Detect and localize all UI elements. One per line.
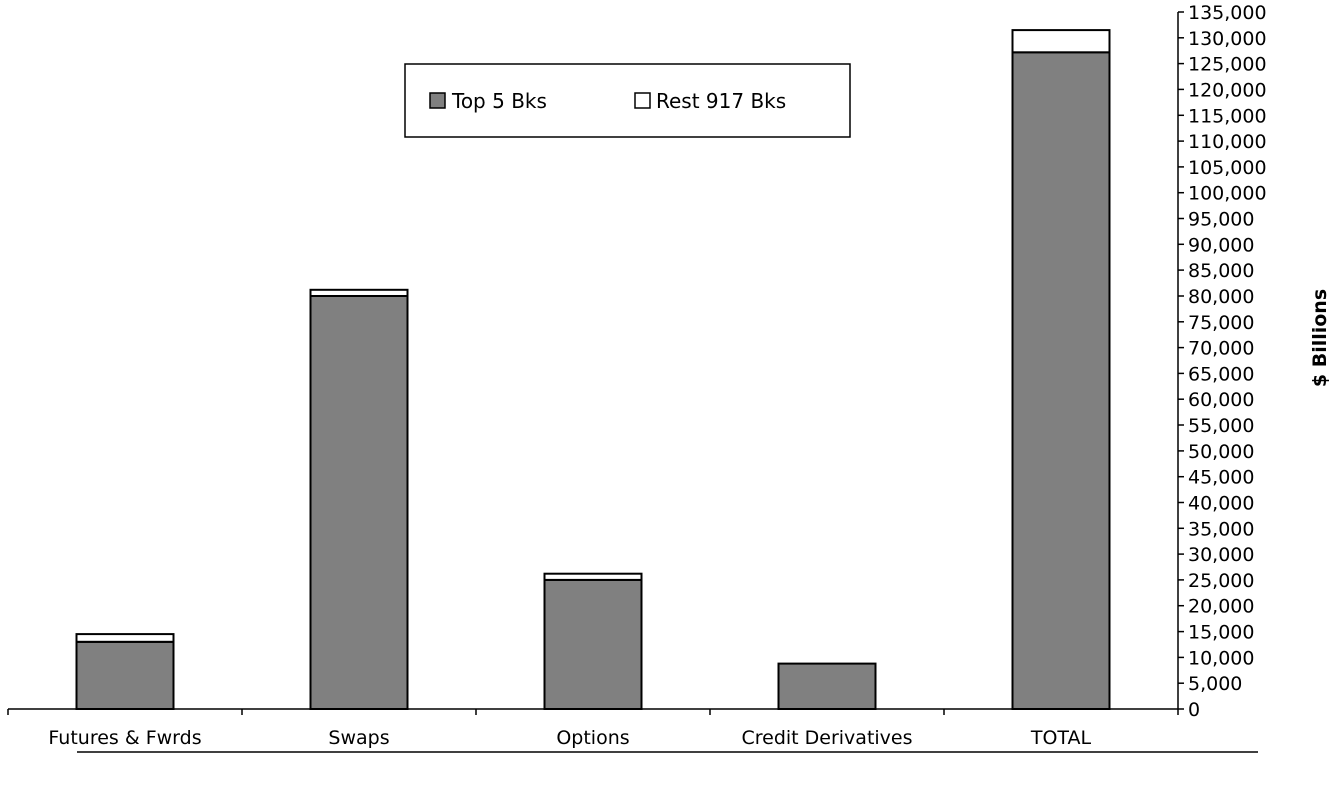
x-tick-label: Options xyxy=(556,727,629,749)
y-tick-label: 50,000 xyxy=(1188,441,1254,463)
y-tick-label: 5,000 xyxy=(1188,673,1242,695)
y-axis-title: $ Billions xyxy=(1309,289,1331,387)
y-tick-label: 80,000 xyxy=(1188,286,1254,308)
legend-swatch-rest xyxy=(634,92,651,109)
legend-label-top-5: Top 5 Bks xyxy=(451,89,547,113)
axes-layer xyxy=(7,11,1184,715)
legend: Top 5 Bks Rest 917 Bks xyxy=(404,63,851,138)
y-tick-label: 45,000 xyxy=(1188,467,1254,489)
y-tick-label: 10,000 xyxy=(1188,647,1254,669)
legend-swatch-top-5 xyxy=(429,92,446,109)
bar-segment-top-5-2 xyxy=(543,578,643,711)
bar-segment-rest-0 xyxy=(75,633,175,643)
y-tick-label: 90,000 xyxy=(1188,234,1254,256)
y-tick-label: 110,000 xyxy=(1188,131,1267,153)
y-tick-label: 75,000 xyxy=(1188,312,1254,334)
y-tick-label: 30,000 xyxy=(1188,544,1254,566)
y-tick-label: 135,000 xyxy=(1188,2,1267,24)
bar-segment-top-5-3 xyxy=(777,662,877,710)
y-tick-label: 125,000 xyxy=(1188,54,1267,76)
y-tick-label: 40,000 xyxy=(1188,493,1254,515)
y-tick-label: 25,000 xyxy=(1188,570,1254,592)
y-tick-label: 100,000 xyxy=(1188,183,1267,205)
y-tick-label: 120,000 xyxy=(1188,79,1267,101)
y-tick-label: 70,000 xyxy=(1188,338,1254,360)
y-tick-label: 95,000 xyxy=(1188,209,1254,231)
legend-box xyxy=(404,63,851,138)
x-tick-label: Swaps xyxy=(328,727,389,749)
y-tick-label: 35,000 xyxy=(1188,518,1254,540)
bars-layer xyxy=(75,29,1111,711)
bar-segment-rest-4 xyxy=(1011,29,1111,54)
x-tick-label: Credit Derivatives xyxy=(741,727,912,749)
y-tick-label: 65,000 xyxy=(1188,363,1254,385)
y-tick-label: 20,000 xyxy=(1188,596,1254,618)
y-tick-label: 105,000 xyxy=(1188,157,1267,179)
legend-label-rest: Rest 917 Bks xyxy=(656,89,786,113)
y-tick-label: 115,000 xyxy=(1188,105,1267,127)
bar-segment-top-5-4 xyxy=(1011,51,1111,711)
y-tick-label: 0 xyxy=(1188,699,1200,721)
bar-segment-top-5-0 xyxy=(75,640,175,711)
y-tick-label: 85,000 xyxy=(1188,260,1254,282)
bar-segment-top-5-1 xyxy=(309,295,409,710)
y-tick-label: 130,000 xyxy=(1188,28,1267,50)
y-tick-label: 15,000 xyxy=(1188,622,1254,644)
x-tick-label: Futures & Fwrds xyxy=(48,727,201,749)
y-tick-label: 55,000 xyxy=(1188,415,1254,437)
bar-segment-rest-1 xyxy=(309,288,409,297)
y-tick-label: 60,000 xyxy=(1188,389,1254,411)
x-tick-label: TOTAL xyxy=(1030,727,1092,749)
labels-layer: Futures & Fwrds Swaps Options Credit Deriva… xyxy=(48,2,1266,749)
bar-segment-rest-2 xyxy=(543,572,643,581)
